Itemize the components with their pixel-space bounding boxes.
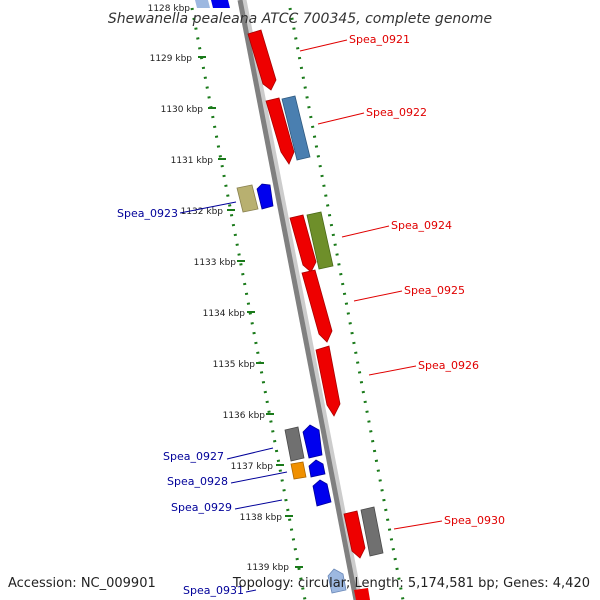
gene-block-olive[interactable] (306, 211, 334, 270)
leader-line (234, 499, 283, 510)
kbp-label: 1134 kbp (203, 309, 246, 319)
right-dotted-track (288, 7, 405, 600)
gene-block-gray[interactable] (284, 426, 305, 462)
kbp-label: 1135 kbp (213, 360, 256, 370)
gene-spea-0922[interactable] (265, 97, 295, 165)
gene-block-orange[interactable] (290, 461, 307, 480)
kbp-ticks (198, 56, 303, 568)
kbp-label: 1130 kbp (161, 105, 204, 115)
left-dotted-track (190, 7, 307, 600)
left-leader-lines (179, 201, 288, 593)
gene-spea-0924[interactable] (289, 214, 317, 273)
gene-block-steelblue[interactable] (281, 95, 311, 161)
leader-line (179, 201, 237, 214)
gene-label-spea-0924[interactable]: Spea_0924 (391, 219, 452, 232)
right-leader-lines (299, 39, 443, 530)
gene-block-gray-2[interactable] (360, 506, 384, 557)
leader-line (226, 447, 274, 460)
kbp-label: 1139 kbp (247, 563, 290, 573)
kbp-label: 1132 kbp (181, 207, 224, 217)
gene-label-spea-0926[interactable]: Spea_0926 (418, 359, 479, 372)
right-gene-labels: Spea_0921 Spea_0922 Spea_0924 Spea_0925 … (349, 33, 505, 527)
leader-line (299, 39, 348, 52)
gene-block-khaki[interactable] (236, 184, 259, 213)
gene-label-spea-0922[interactable]: Spea_0922 (366, 106, 427, 119)
gene-spea-0928[interactable] (308, 459, 326, 478)
gene-label-spea-0927[interactable]: Spea_0927 (163, 450, 224, 463)
gene-label-spea-0925[interactable]: Spea_0925 (404, 284, 465, 297)
kbp-label: 1137 kbp (231, 462, 274, 472)
gene-spea-0929[interactable] (312, 479, 332, 507)
left-gene-labels: Spea_0923 Spea_0927 Spea_0928 Spea_0929 … (117, 207, 244, 597)
leader-line (393, 520, 443, 530)
gene-block-blue[interactable] (211, 0, 230, 8)
leader-line (368, 365, 417, 376)
kbp-label: 1131 kbp (171, 156, 214, 166)
leader-line (245, 589, 257, 593)
gene-spea-0923[interactable] (256, 183, 274, 210)
kbp-label: 1128 kbp (148, 4, 191, 14)
gene-label-spea-0923[interactable]: Spea_0923 (117, 207, 178, 220)
gene-label-spea-0931[interactable]: Spea_0931 (183, 584, 244, 597)
genome-title: Shewanella pealeana ATCC 700345, complet… (108, 11, 492, 27)
leader-line (353, 290, 403, 302)
accession-text: Accession: NC_009901 (8, 576, 156, 591)
genome-backbone-shadow (239, 0, 363, 600)
leader-line (230, 471, 288, 484)
leader-line (341, 225, 390, 238)
gene-label-spea-0928[interactable]: Spea_0928 (167, 475, 228, 488)
gene-block-lightblue[interactable] (195, 0, 210, 8)
gene-block-red-bottom[interactable] (354, 588, 370, 600)
genome-backbone (237, 0, 359, 600)
gene-block-lightblue-bottom[interactable] (327, 568, 347, 594)
gene-spea-0925[interactable] (301, 269, 333, 343)
topology-text: Topology: circular; Length: 5,174,581 bp… (232, 576, 590, 591)
gene-label-spea-0930[interactable]: Spea_0930 (444, 514, 505, 527)
gene-label-spea-0921[interactable]: Spea_0921 (349, 33, 410, 46)
gene-spea-0921[interactable] (247, 29, 277, 91)
kbp-label: 1133 kbp (194, 258, 237, 268)
kbp-label: 1129 kbp (150, 54, 193, 64)
gene-spea-0926[interactable] (315, 345, 341, 417)
gene-features (195, 0, 384, 600)
gene-label-spea-0929[interactable]: Spea_0929 (171, 501, 232, 514)
gene-spea-0927[interactable] (302, 424, 323, 459)
kbp-label: 1138 kbp (240, 513, 283, 523)
gene-spea-0930[interactable] (343, 510, 366, 559)
kbp-labels: 1128 kbp 1129 kbp 1130 kbp 1131 kbp 1132… (148, 4, 290, 573)
leader-line (317, 112, 365, 125)
kbp-label: 1136 kbp (223, 411, 266, 421)
